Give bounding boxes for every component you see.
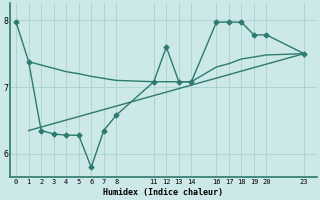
X-axis label: Humidex (Indice chaleur): Humidex (Indice chaleur) — [103, 188, 223, 197]
